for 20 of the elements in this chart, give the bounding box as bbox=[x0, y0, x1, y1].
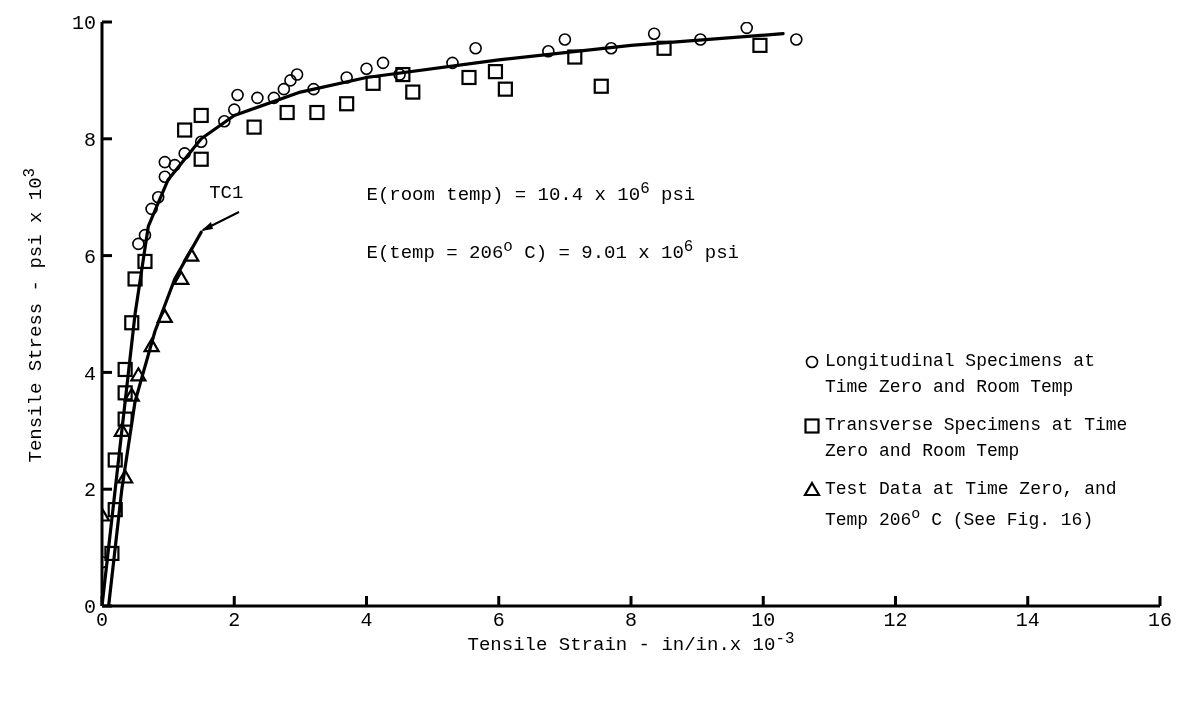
annotation: E(temp = 206$^{o}$ C) = 9.01 x 10$^{6}$ psi bbox=[366, 237, 739, 264]
y-tick-label: 8 bbox=[83, 128, 96, 152]
x-tick-label: 2 bbox=[228, 609, 241, 633]
y-tick-label: 10 bbox=[71, 12, 96, 36]
y-tick-label: 2 bbox=[83, 479, 96, 503]
x-tick-label: 8 bbox=[624, 609, 638, 633]
x-tick-label: 12 bbox=[883, 609, 908, 633]
x-tick-label: 10 bbox=[751, 609, 776, 633]
legend-label: Test Data at Time Zero, and Temp 206$^{o}$ C (See Fig. 16) bbox=[824, 477, 1118, 532]
x-tick-label: 4 bbox=[360, 609, 373, 633]
y-tick-label: 6 bbox=[83, 245, 96, 269]
x-tick-label: 6 bbox=[492, 609, 505, 633]
annotation: TC1 bbox=[209, 182, 244, 205]
y-tick-label: 4 bbox=[83, 362, 96, 386]
legend-label: Longitudinal Specimens at Time Zero and Room Temp bbox=[824, 349, 1096, 399]
annotation: E(room temp) = 10.4 x 10$^{6}$ psi bbox=[366, 179, 696, 206]
legend-label: Transverse Specimens at Time Zero and Room Temp bbox=[824, 413, 1129, 463]
x-tick-label: 14 bbox=[1015, 609, 1040, 633]
x-tick-label: 16 bbox=[1147, 609, 1173, 633]
x-axis-title: Tensile Strain - in/in.x 10$^{-3}$ bbox=[467, 630, 795, 657]
